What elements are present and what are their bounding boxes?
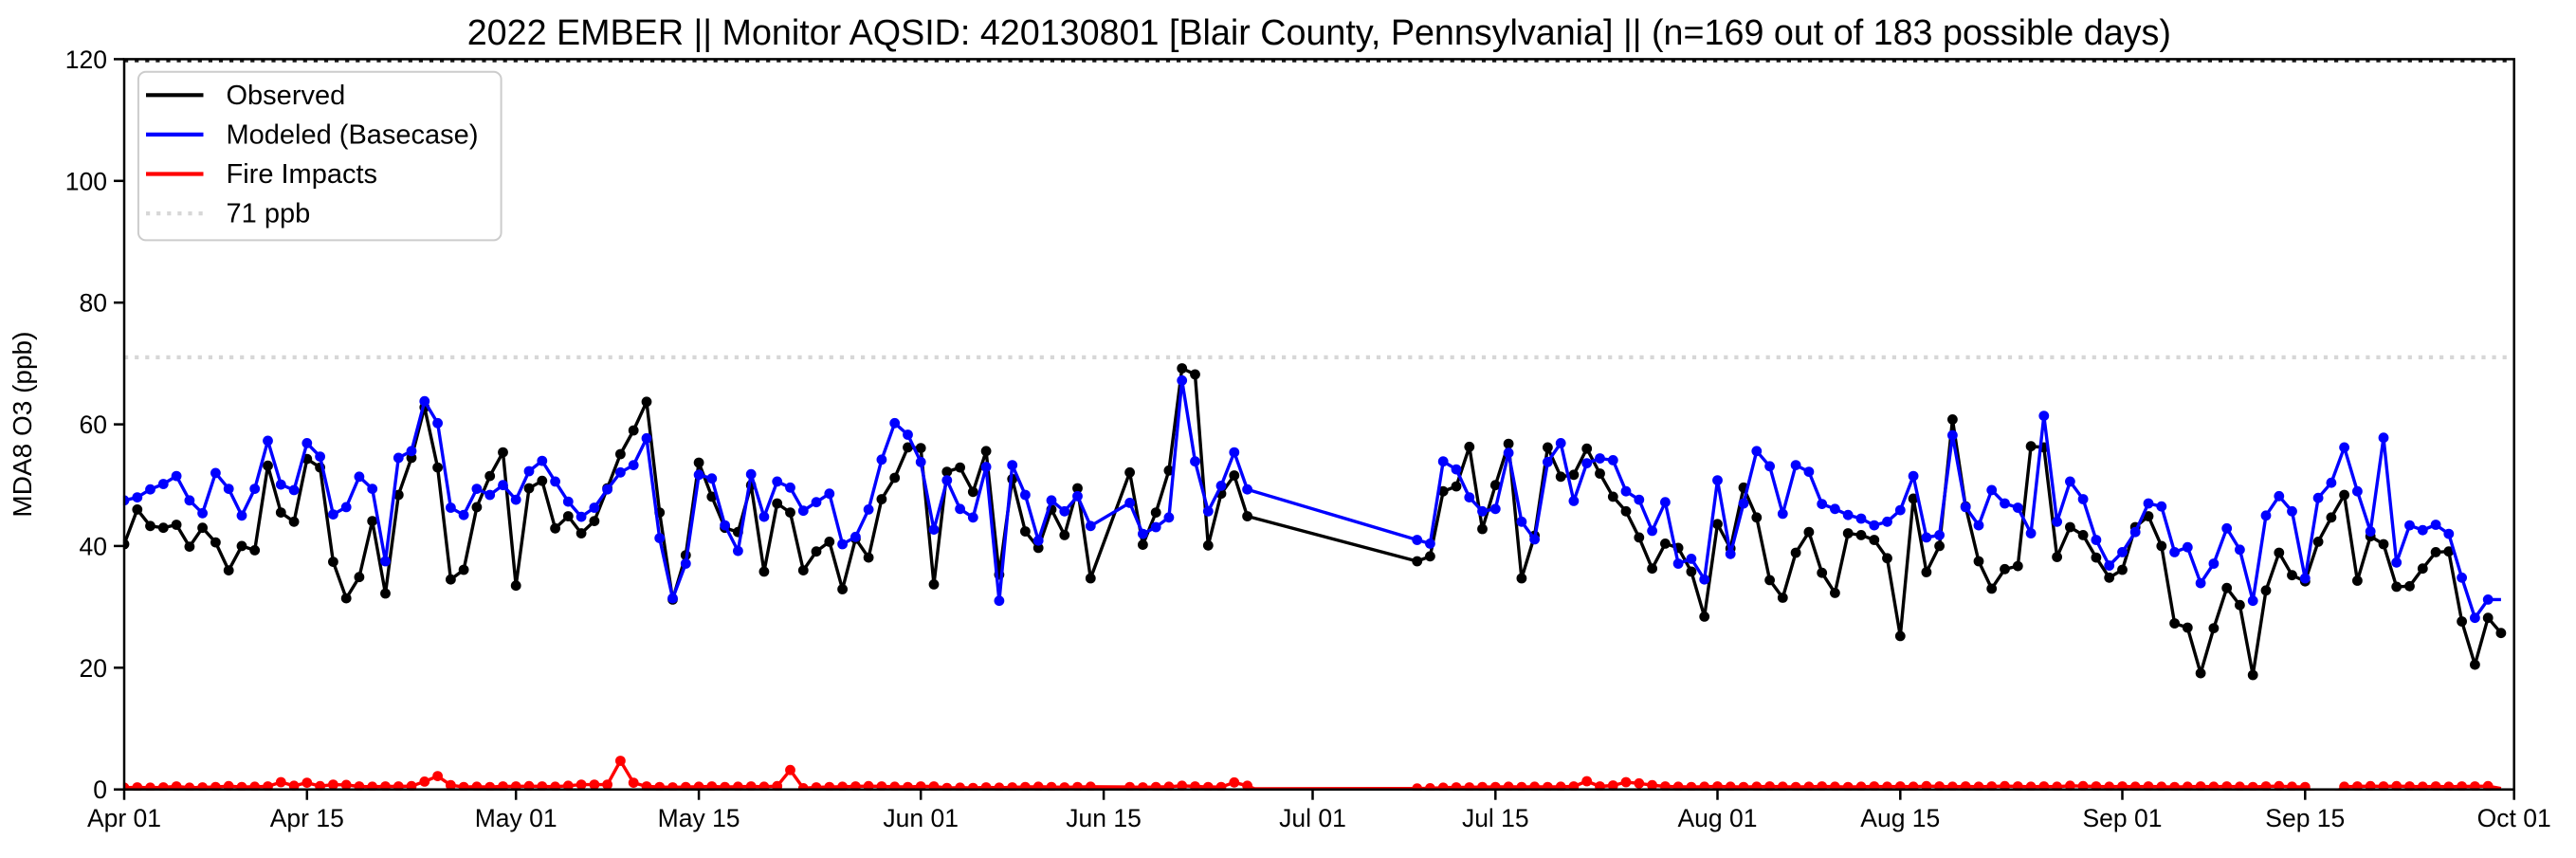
svg-text:Jul 15: Jul 15 [1462, 804, 1529, 832]
svg-text:Jun 15: Jun 15 [1066, 804, 1142, 832]
svg-text:60: 60 [80, 411, 107, 439]
svg-text:Jun 01: Jun 01 [883, 804, 959, 832]
svg-text:80: 80 [80, 289, 107, 318]
svg-text:Sep 15: Sep 15 [2265, 804, 2345, 832]
svg-text:Jul 01: Jul 01 [1279, 804, 1346, 832]
svg-text:20: 20 [80, 654, 107, 683]
svg-text:May 01: May 01 [475, 804, 557, 832]
svg-text:2022 EMBER || Monitor AQSID: 4: 2022 EMBER || Monitor AQSID: 420130801 [… [467, 12, 2171, 52]
svg-text:71 ppb: 71 ppb [227, 199, 311, 229]
svg-text:Observed: Observed [227, 81, 346, 111]
svg-text:Apr 01: Apr 01 [87, 804, 161, 832]
svg-text:0: 0 [93, 776, 107, 804]
svg-text:100: 100 [65, 167, 107, 195]
svg-text:40: 40 [80, 532, 107, 560]
svg-text:120: 120 [65, 46, 107, 74]
svg-text:Aug 15: Aug 15 [1860, 804, 1940, 832]
svg-text:Aug 01: Aug 01 [1678, 804, 1758, 832]
svg-text:Apr 15: Apr 15 [270, 804, 344, 832]
svg-text:Fire Impacts: Fire Impacts [227, 159, 378, 190]
svg-text:Sep 01: Sep 01 [2083, 804, 2163, 832]
svg-text:May 15: May 15 [658, 804, 740, 832]
svg-text:MDA8 O3 (ppb): MDA8 O3 (ppb) [8, 332, 37, 518]
svg-text:Oct 01: Oct 01 [2477, 804, 2551, 832]
svg-text:Modeled (Basecase): Modeled (Basecase) [227, 119, 479, 150]
